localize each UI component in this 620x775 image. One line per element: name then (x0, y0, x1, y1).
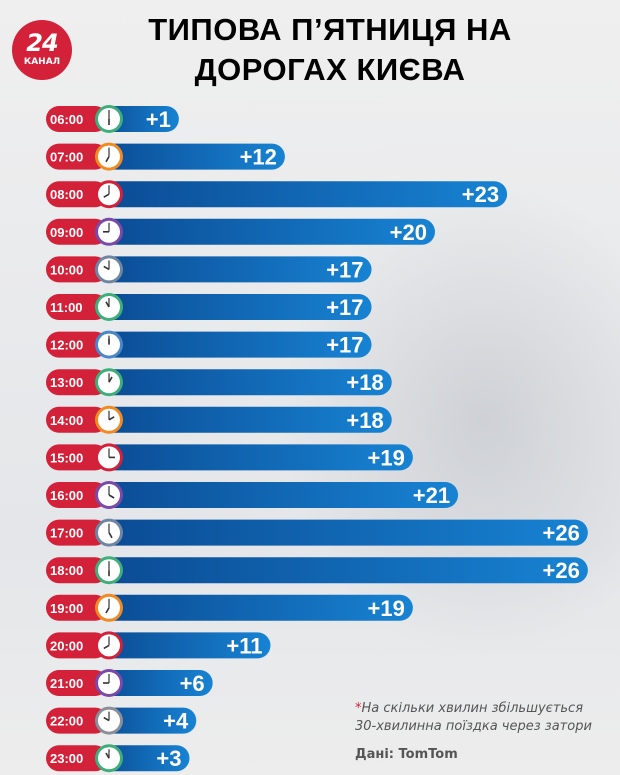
time-label-pill (46, 557, 108, 584)
value-label: +20 (390, 220, 427, 245)
time-label: 15:00 (50, 450, 83, 465)
time-label: 09:00 (50, 225, 83, 240)
clock-hour-hand (105, 301, 110, 308)
time-label: 11:00 (50, 300, 83, 315)
bar (96, 143, 285, 170)
time-label-pill (46, 444, 108, 471)
value-label: +6 (180, 671, 205, 696)
value-label: +18 (346, 408, 383, 433)
value-label: +19 (368, 596, 405, 621)
time-label-pill (46, 331, 108, 358)
time-label-pill (46, 143, 108, 170)
time-label-pill (46, 670, 108, 696)
clock-hour-hand (103, 265, 110, 271)
time-label-pill (46, 294, 108, 320)
time-label: 08:00 (50, 187, 83, 202)
time-label-pill (46, 256, 108, 283)
time-label: 14:00 (50, 413, 83, 428)
time-label-pill (46, 369, 108, 396)
time-label: 13:00 (50, 375, 83, 390)
time-label-pill (46, 106, 108, 132)
value-label: +26 (543, 558, 580, 583)
bar (96, 218, 435, 245)
clock-hour-hand (103, 644, 110, 650)
value-label: +1 (146, 107, 171, 132)
time-label-pill (46, 181, 108, 208)
time-label: 12:00 (50, 338, 83, 353)
time-label: 22:00 (50, 714, 83, 729)
title-line-2: ДОРОГАХ КИЄВА (194, 52, 466, 87)
bar (96, 444, 413, 471)
value-label: +23 (462, 182, 499, 207)
value-label: +26 (543, 521, 580, 546)
value-label: +17 (326, 333, 363, 358)
footnote: *На скільки хвилин збільшується 30-хвили… (355, 700, 592, 736)
clock-hour-hand (108, 494, 115, 499)
bar (96, 557, 588, 584)
footnote-line-2: 30-хвилинна поїздка через затори (355, 719, 592, 734)
time-label: 19:00 (50, 601, 83, 616)
data-source: Дані: TomTom (355, 747, 458, 762)
time-label: 16:00 (50, 488, 83, 503)
time-label-pill (46, 594, 108, 621)
value-label: +17 (326, 257, 363, 282)
logo-number: 24 (26, 29, 58, 57)
value-label: +18 (346, 370, 383, 395)
bar (96, 519, 588, 546)
clock-hour-hand (103, 193, 110, 198)
value-label: +4 (163, 709, 189, 734)
clock-hour-hand (108, 376, 113, 383)
value-label: +21 (413, 483, 450, 508)
value-label: +19 (368, 445, 405, 470)
footnote-line-1: На скільки хвилин збільшується (361, 701, 584, 716)
clock-hour-hand (105, 156, 110, 163)
bar (96, 256, 372, 283)
clock-hour-hand (105, 752, 110, 759)
bar (96, 331, 372, 358)
bar (96, 369, 392, 396)
title-line-1: ТИПОВА П’ЯТНИЦЯ НА (148, 12, 512, 47)
clock-hour-hand (105, 607, 110, 614)
value-label: +17 (326, 295, 363, 320)
time-label-pill (46, 519, 108, 546)
time-label: 06:00 (50, 112, 83, 127)
value-label: +3 (156, 746, 181, 771)
clock-hour-hand (108, 532, 113, 539)
time-label: 23:00 (50, 751, 83, 766)
time-label-pill (46, 632, 108, 659)
time-label-pill (46, 406, 108, 433)
footnote-asterisk: * (355, 701, 362, 716)
time-label-pill (46, 707, 108, 734)
value-label: +12 (240, 145, 277, 170)
logo-word: КАНАЛ (23, 57, 61, 67)
bar (96, 406, 392, 433)
bar (96, 670, 213, 696)
bar (96, 294, 372, 320)
time-label-pill (46, 745, 108, 772)
clock-hour-hand (103, 716, 110, 722)
time-label: 21:00 (50, 676, 83, 691)
clock-hour-hand (108, 416, 115, 421)
bar (96, 594, 413, 621)
time-label-pill (46, 482, 108, 508)
value-label: +11 (226, 633, 262, 658)
bar (96, 482, 459, 508)
time-label: 20:00 (50, 638, 83, 653)
time-label: 07:00 (50, 150, 83, 165)
time-label: 17:00 (50, 526, 83, 541)
time-label: 10:00 (50, 262, 83, 277)
bar (96, 181, 508, 208)
bar (96, 632, 271, 659)
time-label-pill (46, 218, 108, 245)
time-label: 18:00 (50, 563, 83, 578)
page-title: ТИПОВА П’ЯТНИЦЯ НА ДОРОГАХ КИЄВА (110, 10, 550, 90)
channel-24-logo: 24 КАНАЛ (12, 20, 72, 80)
